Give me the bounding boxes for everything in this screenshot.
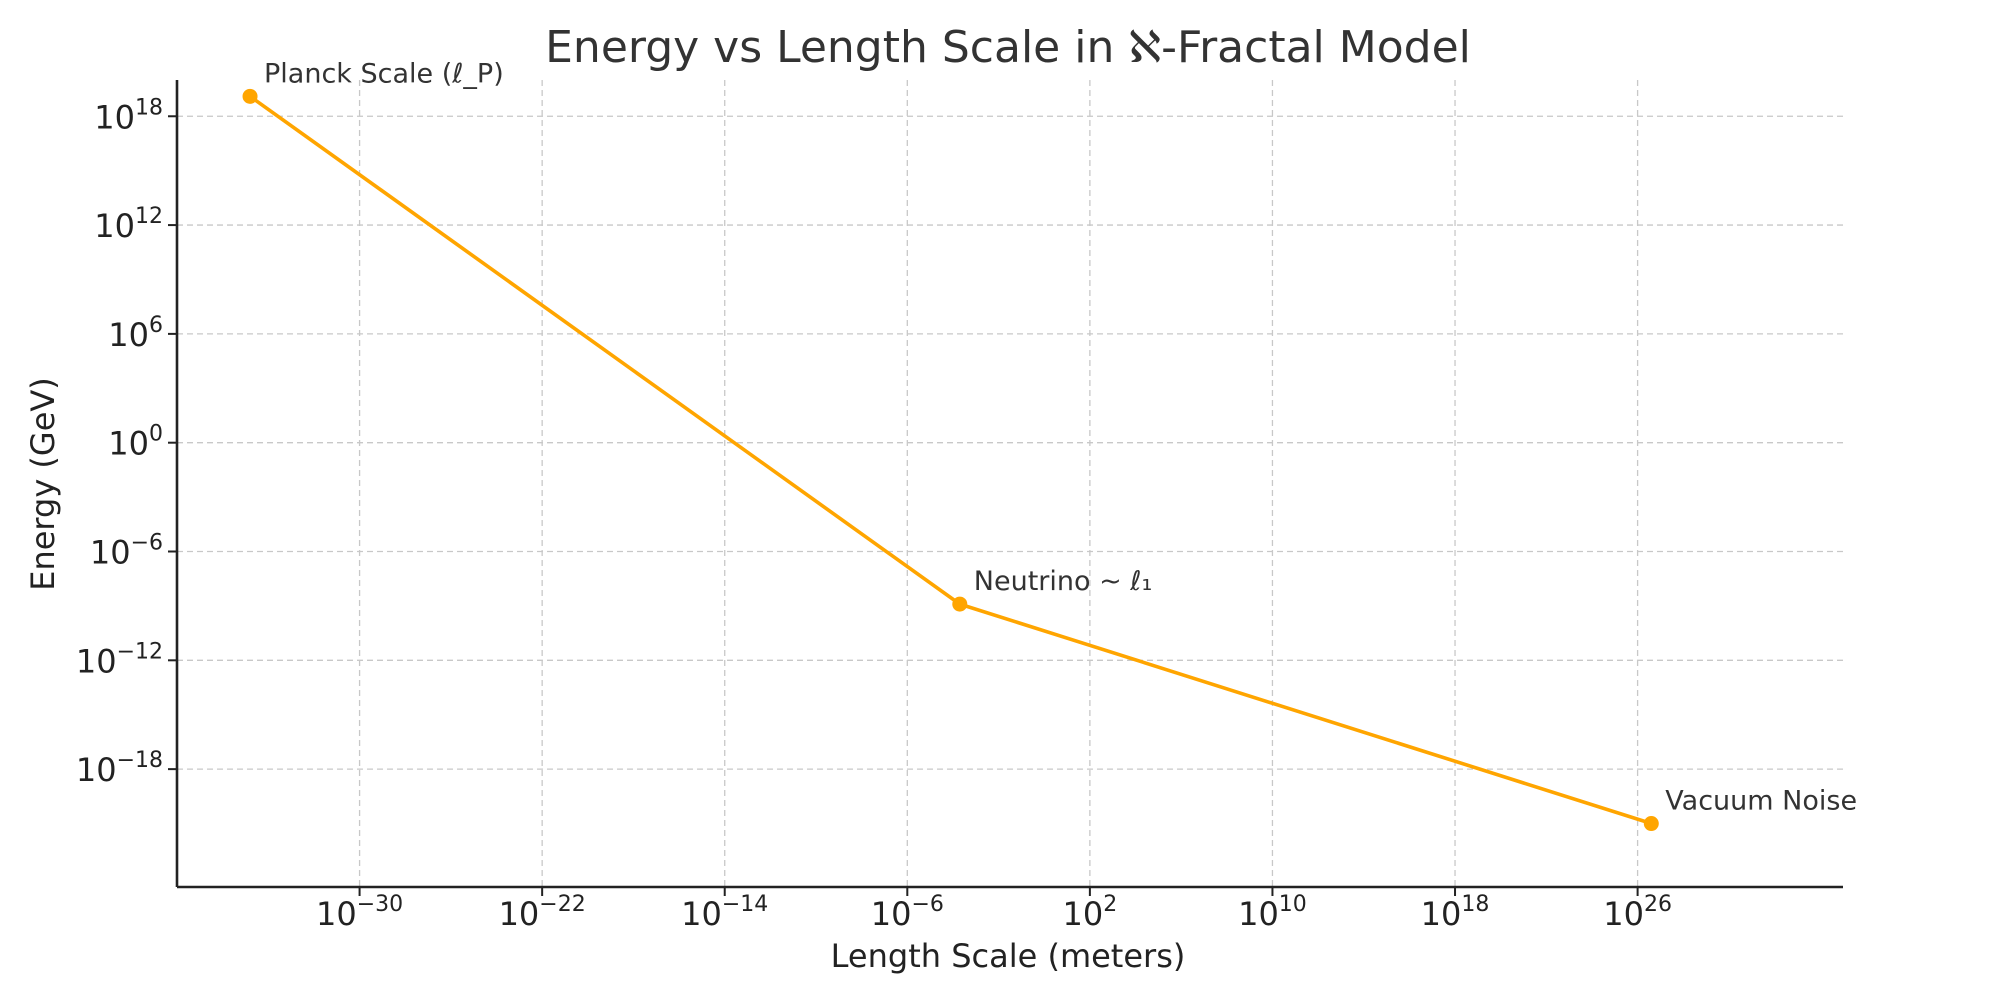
- x-tick-label: 1026: [1603, 892, 1672, 933]
- chart-title: Energy vs Length Scale in ℵ-Fractal Mode…: [545, 22, 1471, 73]
- y-tick-label: 1018: [94, 95, 163, 136]
- y-tick-label: 10−6: [90, 531, 163, 572]
- y-tick-label: 1012: [94, 204, 163, 245]
- y-tick-label: 10−18: [76, 748, 163, 789]
- data-point-annotation: Planck Scale (ℓ_P): [264, 58, 504, 89]
- y-axis-label: Energy (GeV): [24, 377, 62, 591]
- data-point-annotation: Neutrino ~ ℓ₁: [974, 566, 1153, 597]
- x-tick-label: 10−30: [316, 892, 403, 933]
- x-tick-label: 10−14: [681, 892, 768, 933]
- data-point-marker: [952, 596, 968, 612]
- x-tick-label: 10−6: [871, 892, 944, 933]
- series-layer: [242, 88, 1659, 832]
- y-tick-label: 100: [108, 422, 163, 463]
- x-axis-label: Length Scale (meters): [831, 937, 1186, 975]
- ticks-layer: 10−30 10−22 10−14 10−6 102 1010 1018 1026 1018 10…: [76, 95, 1672, 933]
- y-tick-label: 106: [108, 313, 163, 354]
- annotation-layer: Planck Scale (ℓ_P) Neutrino ~ ℓ₁ Vacuum No…: [264, 58, 1857, 816]
- axes-layer: [175, 80, 1843, 889]
- x-tick-label: 1018: [1421, 892, 1490, 933]
- x-tick-label: 1010: [1238, 892, 1307, 933]
- y-tick-label: 10−12: [76, 639, 163, 680]
- x-tick-label: 10−22: [499, 892, 586, 933]
- data-point-annotation: Vacuum Noise: [1665, 786, 1857, 817]
- grid-layer: [177, 80, 1843, 887]
- series-line: [248, 94, 1654, 826]
- data-point-marker: [242, 88, 258, 104]
- x-tick-label: 102: [1063, 892, 1118, 933]
- data-point-marker: [1643, 816, 1659, 832]
